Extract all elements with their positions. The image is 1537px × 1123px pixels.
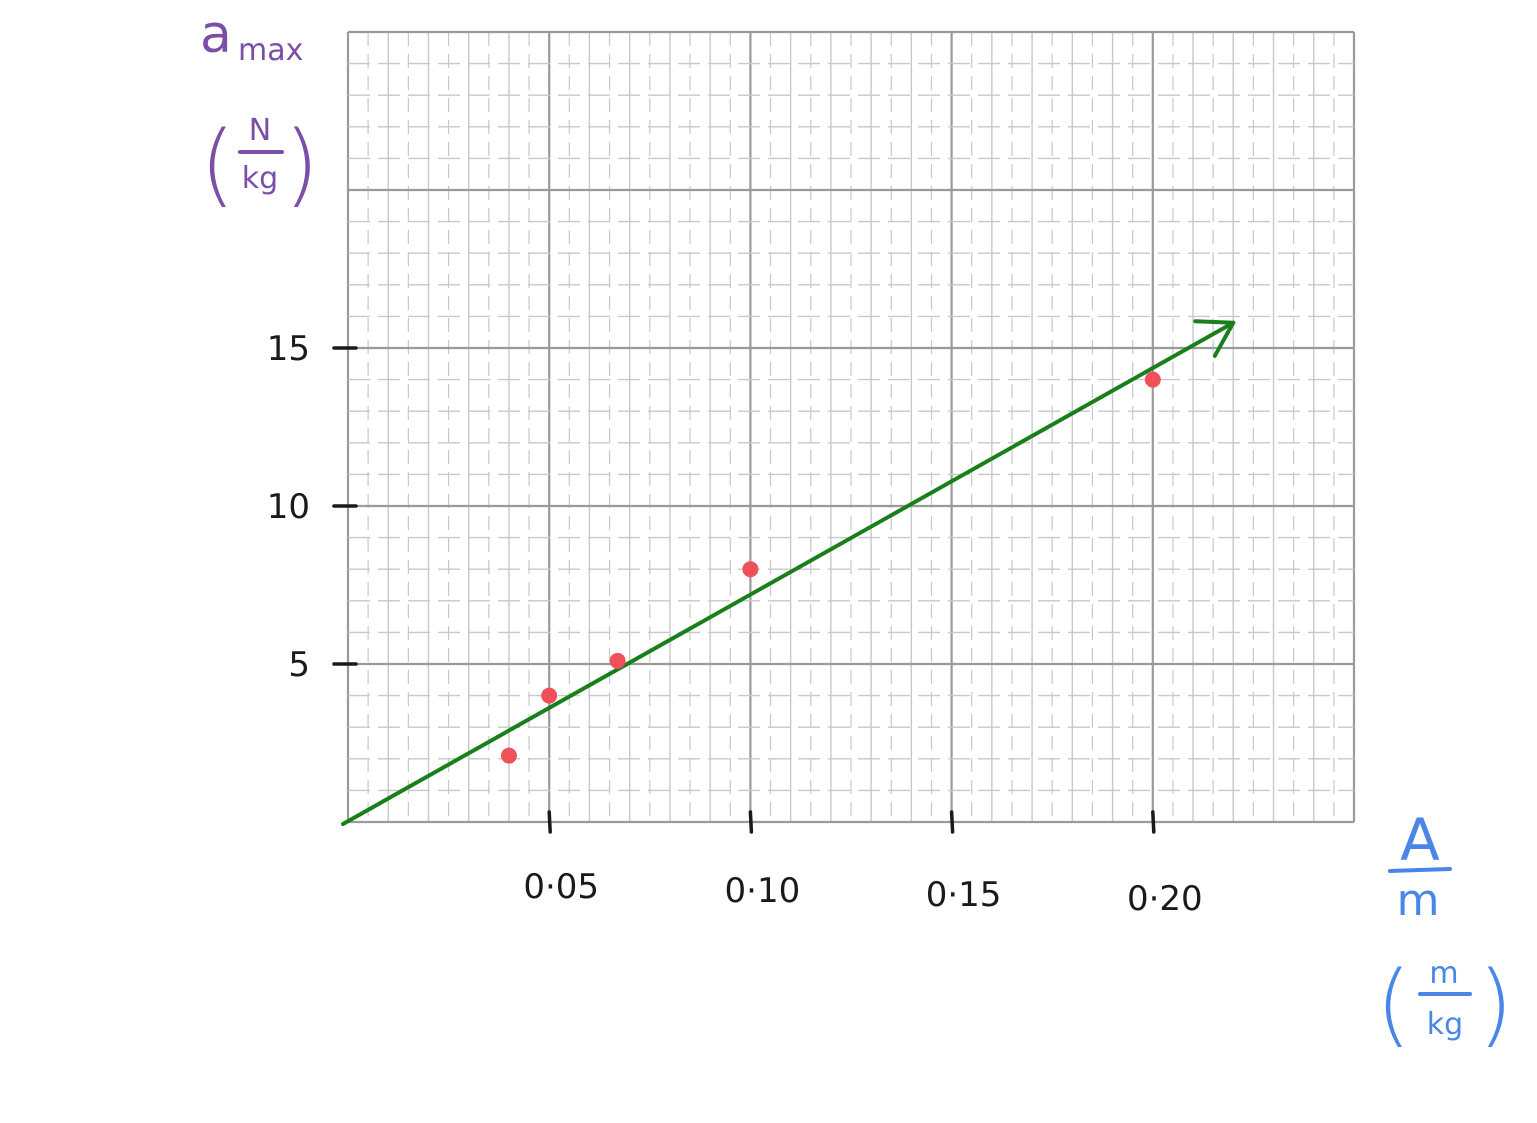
y-axis-label: a max ( N kg ) — [200, 5, 319, 217]
data-point — [500, 747, 517, 764]
y-axis-subscript: max — [238, 33, 303, 68]
data-point — [541, 687, 558, 704]
x-ticks: 0·05 0·10 0·15 0·20 — [523, 810, 1203, 919]
x-axis-fraction-bar — [1388, 867, 1452, 873]
y-unit-right-paren: ) — [284, 112, 319, 217]
x-tick-label: 0·20 — [1127, 879, 1203, 919]
data-point — [742, 561, 759, 578]
x-tick-mark — [547, 810, 552, 834]
y-tick-label: 15 — [267, 329, 310, 369]
data-points — [500, 371, 1161, 764]
x-axis-label: A m ( m kg ) — [1376, 806, 1513, 1057]
x-unit-left-paren: ( — [1376, 952, 1411, 1057]
grid — [346, 30, 1356, 824]
x-tick-label: 0·15 — [926, 875, 1002, 915]
x-unit-denominator: kg — [1427, 1007, 1463, 1042]
x-tick-mark — [949, 810, 955, 834]
x-axis-numerator: A — [1400, 806, 1440, 874]
y-unit-numerator: N — [249, 113, 271, 148]
x-tick-label: 0·10 — [725, 871, 801, 911]
fit-line-group — [341, 319, 1236, 826]
y-tick-label: 10 — [267, 487, 310, 527]
x-axis-denominator: m — [1397, 875, 1440, 926]
y-unit-left-paren: ( — [200, 112, 235, 217]
y-unit-denominator: kg — [242, 161, 278, 196]
data-point — [1144, 371, 1161, 388]
x-tick-label: 0·05 — [523, 867, 599, 907]
y-tick-label: 5 — [288, 645, 310, 685]
y-ticks: 5 10 15 — [267, 329, 358, 685]
x-unit-right-paren: ) — [1478, 952, 1513, 1057]
x-unit-numerator: m — [1429, 956, 1458, 991]
best-fit-arrowhead — [1193, 319, 1236, 358]
x-tick-mark — [1151, 810, 1156, 834]
x-tick-mark — [748, 810, 754, 834]
data-point — [609, 652, 626, 669]
best-fit-line — [341, 320, 1236, 826]
y-axis-symbol: a — [200, 5, 232, 65]
